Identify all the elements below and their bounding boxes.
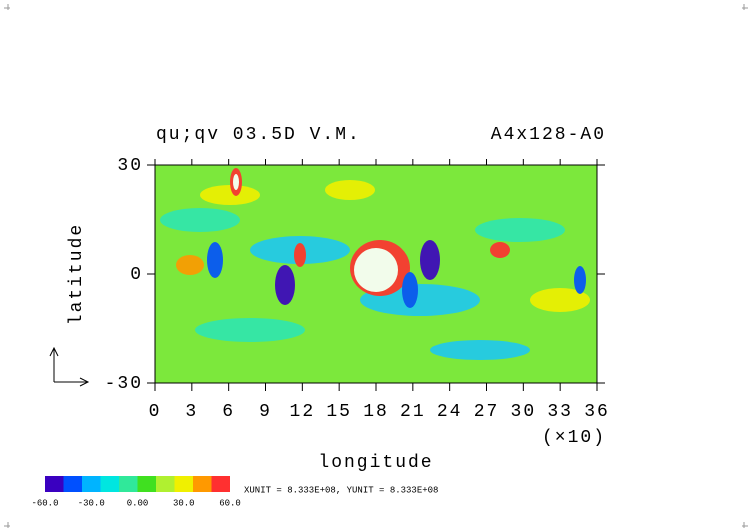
y-tick-label: 0 [130,265,143,285]
corner-mark [4,4,10,10]
colorbar-box [156,476,175,492]
reference-vector [49,346,90,387]
colorbar-box [119,476,138,492]
colorbar-box [45,476,64,492]
corner-mark [4,522,10,528]
colorbar-label: -30.0 [78,498,105,508]
x-tick-label: 30 [511,402,537,422]
y-tick-label: 30 [117,156,143,176]
title-right: A4x128-A0 [491,125,606,145]
colorbar-label: 60.0 [219,498,241,508]
contour-field [155,165,597,383]
x-tick-label: 6 [222,402,235,422]
x-tick-label: 3 [185,402,198,422]
colorbar-box [63,476,82,492]
x-tick-label: 33 [547,402,573,422]
colorbar-box [174,476,193,492]
corner-mark [742,4,748,10]
x-tick-label: 18 [363,402,389,422]
title-left: qu;qv 03.5D V.M. [156,125,361,145]
x-tick-label: 36 [584,402,610,422]
x-axis-label: longitude [318,453,433,473]
colorbar-label: 0.00 [127,498,149,508]
unit-note: XUNIT = 8.333E+08, YUNIT = 8.333E+08 [244,485,438,495]
corner-mark [742,522,748,528]
x-tick-label: 9 [259,402,272,422]
x-tick-label: 12 [290,402,316,422]
y-tick-label: -30 [105,374,143,394]
x-tick-label: 0 [149,402,162,422]
field-blobs [160,168,590,360]
x-tick-label: 21 [400,402,426,422]
colorbar-box [137,476,156,492]
colorbar-box [193,476,212,492]
colorbar-label: -60.0 [31,498,58,508]
x-tick-label: 15 [326,402,352,422]
x-tick-label: 24 [437,402,463,422]
colorbar-box [211,476,230,492]
colorbar-box [100,476,119,492]
x-tick-label: 27 [474,402,500,422]
colorbar-box [82,476,101,492]
x-scale-label: (×10) [542,428,606,448]
y-axis-label: latitude [67,223,87,325]
colorbar-label: 30.0 [173,498,195,508]
